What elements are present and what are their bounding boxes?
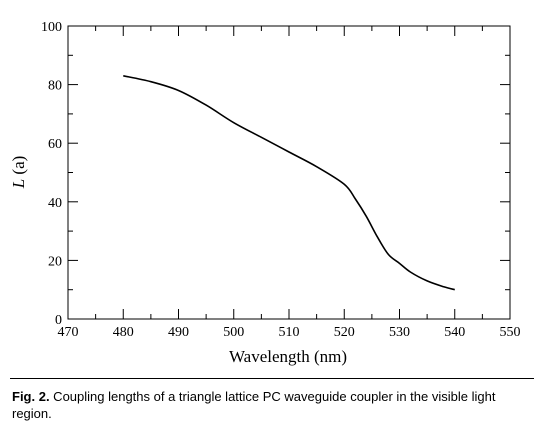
x-tick-label: 510: [279, 325, 300, 340]
y-tick-label: 0: [55, 313, 62, 328]
x-tick-label: 480: [113, 325, 134, 340]
x-tick-label: 550: [500, 325, 521, 340]
series-layer: [123, 75, 455, 291]
plot-border: [67, 25, 511, 320]
figure-caption: Fig. 2. Coupling lengths of a triangle l…: [12, 388, 532, 422]
y-tick-label: 100: [41, 20, 62, 35]
y-axis-label: L (a): [9, 156, 28, 190]
x-tick-label: 490: [168, 325, 189, 340]
line-chart: 470 480 490 500 510 520 530 540 550 0 20 40 60 80 100…: [9, 20, 521, 366]
y-tick-label: 60: [48, 137, 62, 152]
y-axis-label-italic: L: [9, 179, 28, 189]
series-line: [123, 75, 455, 291]
x-axis-label: Wavelength (nm): [229, 347, 347, 366]
x-tick-label: 520: [334, 325, 355, 340]
caption-text: Coupling lengths of a triangle lattice P…: [12, 389, 496, 421]
x-axis: 470 480 490 500 510 520 530 540 550: [58, 26, 521, 340]
y-tick-label: 20: [48, 254, 62, 269]
y-tick-label: 80: [48, 79, 62, 94]
x-tick-label: 530: [389, 325, 410, 340]
y-tick-label: 40: [48, 196, 62, 211]
y-axis: 0 20 40 60 80 100: [41, 20, 510, 328]
x-tick-label: 470: [58, 325, 79, 340]
plot-area: [67, 25, 511, 320]
caption-divider: [10, 378, 534, 379]
figure-number: Fig. 2.: [12, 389, 50, 404]
x-tick-label: 540: [444, 325, 465, 340]
y-axis-label-unit: (a): [9, 156, 28, 179]
x-tick-label: 500: [223, 325, 244, 340]
